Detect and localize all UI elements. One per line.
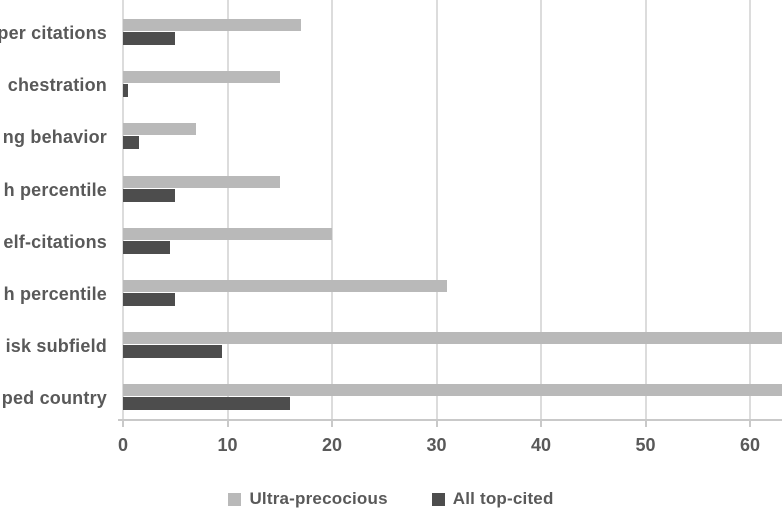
axis-tick-label: 20 [321,435,343,455]
gridline [749,0,751,419]
gridline [226,0,229,419]
bar-ultra-precocious [123,175,280,188]
bar-ultra-precocious [123,384,782,397]
category-label: ped country [1,388,107,409]
bar-all-top-cited [123,32,176,45]
axis-tick-label: 50 [635,435,656,455]
bar-ultra-precocious [123,19,301,31]
bar-all-top-cited [123,136,139,150]
axis-tick-label: 40 [530,435,552,455]
axis-tick-label: 30 [426,435,447,455]
legend-item-ultra-precocious: Ultra-precocious [228,489,388,509]
bar-ultra-precocious [123,71,280,84]
bar-all-top-cited [123,240,171,254]
axis-tick [435,419,438,427]
legend-swatch-icon [431,492,445,506]
legend-label: Ultra-precocious [249,489,388,508]
axis-tick [226,419,229,427]
gridline [435,0,438,419]
axis-tick [122,419,124,427]
axis-tick [749,419,751,427]
axis-tick [540,419,542,427]
axis-tick-label: 10 [217,435,238,455]
bar-all-top-cited [123,84,129,98]
axis-tick-label: 60 [739,435,761,455]
gridline [540,0,542,419]
bar-all-top-cited [123,293,176,306]
bar-ultra-precocious [123,227,332,240]
x-axis-line [118,419,782,421]
legend-item-all-top-cited: All top-cited [431,489,554,509]
axis-tick [331,419,333,427]
chart-legend: Ultra-precocious All top-cited [0,489,782,509]
bar-all-top-cited [123,345,223,359]
category-label: isk subfield [5,336,107,357]
legend-swatch-icon [228,492,242,506]
category-label: chestration [7,75,107,96]
bar-ultra-precocious [123,123,197,136]
bar-ultra-precocious [123,332,782,345]
category-label: h percentile [3,179,107,200]
bar-all-top-cited [123,188,176,202]
gridline [644,0,647,419]
bar-ultra-precocious [123,280,447,292]
category-label: elf-citations [3,231,107,252]
gridline [122,0,124,419]
gridline [331,0,333,419]
axis-tick-label: 0 [117,435,129,455]
category-label: h percentile [3,284,107,304]
category-label: ng behavior [2,127,107,148]
axis-tick [644,419,647,427]
bar-all-top-cited [123,397,291,411]
category-label: per citations [0,23,107,43]
legend-label: All top-cited [452,489,554,508]
